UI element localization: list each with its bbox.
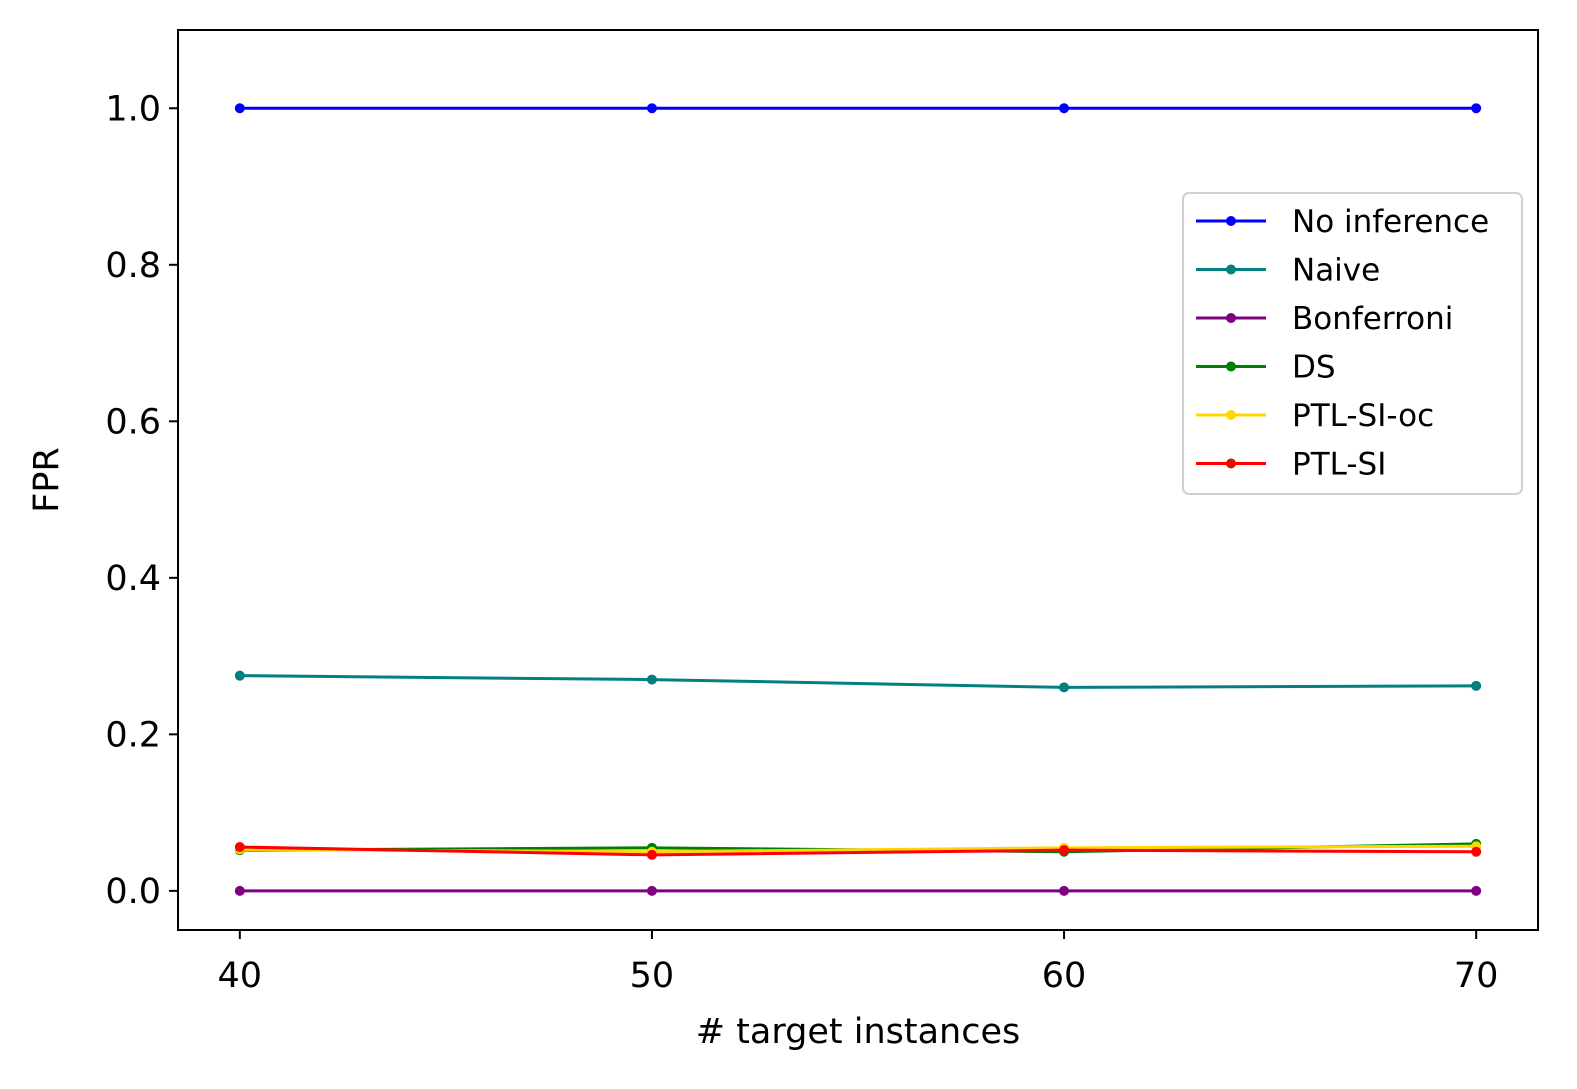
data-point-no-inference	[234, 103, 245, 114]
data-point-bonferroni	[1059, 885, 1070, 896]
legend-marker-no-inference	[1226, 216, 1236, 226]
legend-marker-ptl-si	[1226, 458, 1236, 469]
y-tick-label: 0.2	[105, 715, 161, 755]
data-point-naive	[1471, 680, 1482, 691]
y-axis-label: FPR	[27, 447, 67, 513]
x-tick-label: 70	[1454, 956, 1499, 996]
legend-label-bonferroni: Bonferroni	[1292, 301, 1453, 337]
y-tick-label: 0.8	[105, 246, 161, 286]
data-point-naive	[234, 670, 245, 681]
y-tick-label: 0.4	[105, 559, 161, 599]
data-point-ptl-si	[234, 842, 245, 853]
data-point-ptl-si	[646, 849, 657, 860]
series-line-naive	[239, 674, 1477, 689]
data-point-no-inference	[1059, 103, 1070, 114]
legend-marker-bonferroni	[1226, 313, 1236, 323]
legend-frame	[1182, 192, 1523, 495]
y-axis-ticks: 0.0 0.2 0.4 0.6 0.8 1.0	[105, 89, 178, 912]
series-layer	[234, 103, 1482, 896]
y-tick-label: 1.0	[105, 89, 161, 129]
legend: No inference Naive Bonferroni DS PTL-SI-oc PT…	[1182, 192, 1523, 495]
data-point-ptl-si	[1059, 845, 1070, 856]
x-tick-label: 60	[1042, 956, 1087, 996]
x-axis-label: # target instances	[696, 1012, 1021, 1052]
x-tick-label: 50	[630, 956, 675, 996]
data-point-ptl-si	[1471, 846, 1482, 857]
legend-marker-naive	[1226, 264, 1236, 275]
plot-frame	[177, 29, 1539, 931]
legend-label-naive: Naive	[1292, 253, 1380, 289]
legend-marker-ptl-si-oc	[1226, 410, 1236, 420]
data-point-bonferroni	[234, 885, 245, 896]
data-point-bonferroni	[1471, 885, 1482, 896]
x-tick-label: 40	[218, 956, 263, 996]
series-line-ptl-si	[239, 845, 1477, 857]
data-point-naive	[646, 674, 657, 685]
legend-label-ptl-si-oc: PTL-SI-oc	[1292, 398, 1434, 434]
data-point-no-inference	[646, 103, 657, 114]
data-point-bonferroni	[646, 885, 657, 896]
legend-label-no-inference: No inference	[1292, 204, 1489, 240]
legend-label-ptl-si: PTL-SI	[1292, 447, 1386, 483]
data-point-naive	[1059, 682, 1070, 693]
y-tick-label: 0.0	[105, 872, 161, 912]
y-tick-label: 0.6	[105, 402, 161, 442]
x-axis-ticks: 40 50 60 70	[218, 930, 1499, 996]
legend-marker-ds	[1226, 361, 1236, 372]
data-point-no-inference	[1471, 103, 1482, 114]
legend-label-ds: DS	[1292, 350, 1336, 386]
